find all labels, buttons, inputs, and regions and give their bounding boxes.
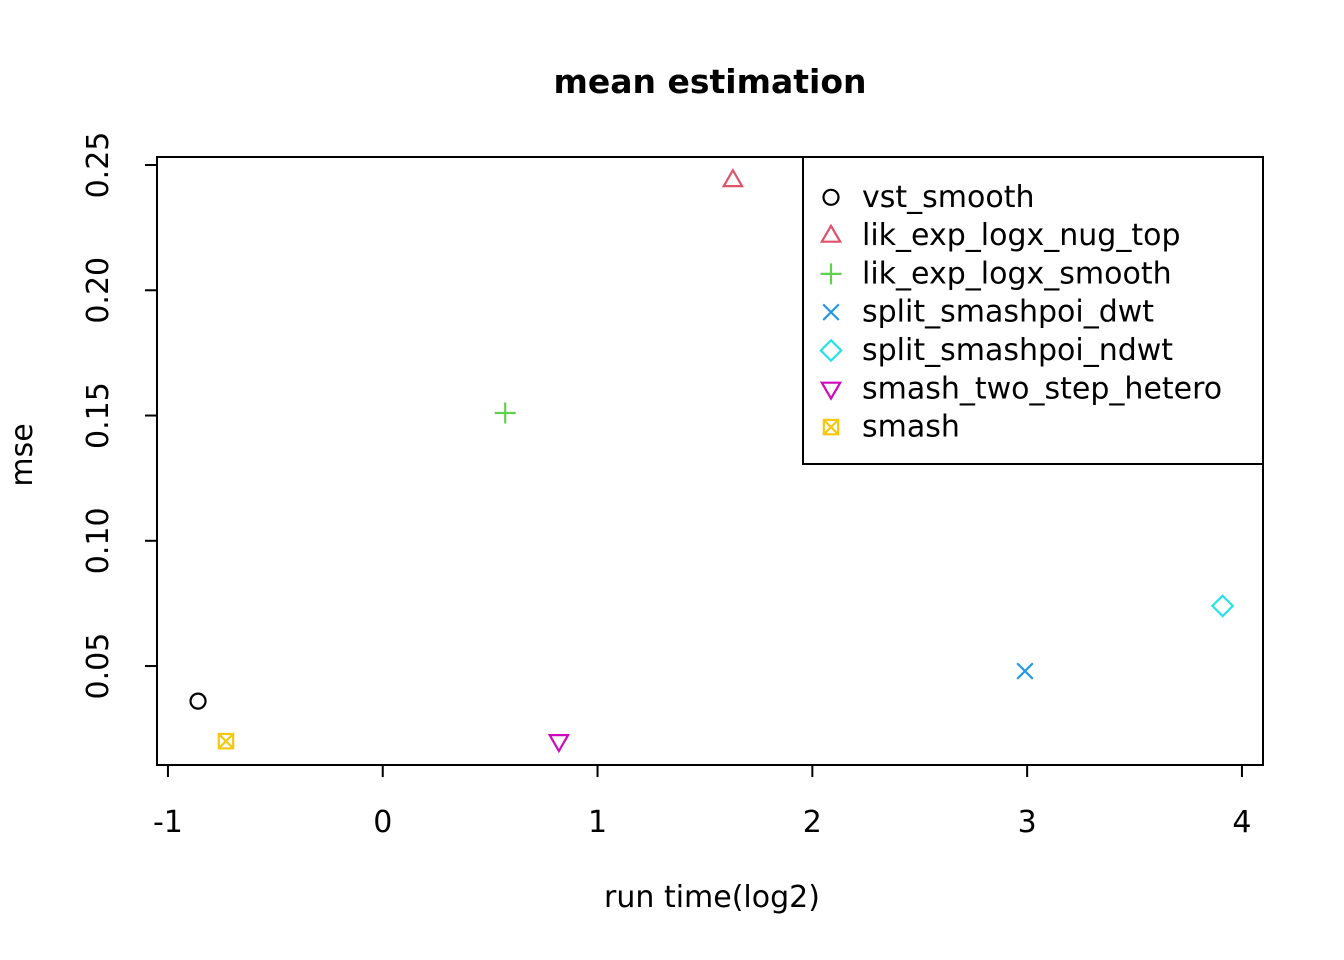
- legend-frame: [802, 156, 1264, 465]
- legend-symbol-split_smashpoi_dwt: [822, 303, 840, 321]
- legend-symbol-vst_smooth: [822, 188, 840, 206]
- y-axis-tick-label: 0.05: [81, 633, 116, 700]
- legend-item-label: lik_exp_logx_smooth: [862, 256, 1172, 291]
- legend-symbol-smash: [822, 418, 840, 436]
- legend-item-label: split_smashpoi_dwt: [862, 295, 1154, 330]
- data-point-smash_two_step_hetero: [547, 734, 570, 754]
- data-point-vst_smooth: [189, 692, 207, 710]
- legend-symbol-lik_exp_logx_nug_top: [819, 223, 843, 243]
- legend: vst_smoothlik_exp_logx_nug_toplik_exp_lo…: [802, 156, 1264, 465]
- x-axis-tick-label: 1: [588, 805, 607, 840]
- x-axis-tick-label: 0: [373, 805, 392, 840]
- y-axis-tick-label: 0.15: [81, 382, 116, 449]
- y-axis-title: mse: [5, 423, 40, 486]
- legend-item-label: split_smashpoi_ndwt: [862, 333, 1173, 368]
- legend-item: split_smashpoi_dwt: [822, 295, 1154, 330]
- legend-item: lik_exp_logx_nug_top: [819, 218, 1181, 253]
- data-point-lik_exp_logx_smooth: [494, 402, 516, 424]
- legend-symbol-smash_two_step_hetero: [819, 381, 843, 401]
- legend-item-label: lik_exp_logx_nug_top: [862, 218, 1181, 253]
- data-points-layer: [189, 168, 1235, 754]
- x-axis-tick-label: 2: [803, 805, 822, 840]
- legend-item-label: smash_two_step_hetero: [862, 371, 1222, 406]
- y-axis-tick-label: 0.10: [81, 507, 116, 574]
- legend-item: smash: [822, 410, 960, 445]
- chart-title: mean estimation: [553, 62, 866, 101]
- data-point-split_smashpoi_ndwt: [1210, 594, 1235, 618]
- y-axis-tick-label: 0.20: [81, 257, 116, 324]
- legend-symbol-lik_exp_logx_smooth: [820, 263, 842, 285]
- x-axis-tick-label: 3: [1018, 805, 1037, 840]
- axes-layer: -1 0 1 2 3 4 0.05 0.10 0.15 0.20 0.25: [81, 132, 1251, 840]
- legend-item: lik_exp_logx_smooth: [820, 256, 1172, 291]
- data-point-smash: [217, 732, 235, 750]
- legend-item: smash_two_step_hetero: [819, 371, 1222, 406]
- x-axis-tick-label: 4: [1232, 805, 1251, 840]
- y-axis-tick-label: 0.25: [81, 132, 116, 199]
- legend-symbol-split_smashpoi_ndwt: [819, 338, 843, 363]
- legend-item: vst_smooth: [822, 180, 1035, 215]
- legend-item-label: vst_smooth: [862, 180, 1035, 215]
- x-axis-title: run time(log2): [604, 880, 820, 915]
- x-axis-tick-label: -1: [153, 805, 183, 840]
- legend-item: split_smashpoi_ndwt: [819, 333, 1173, 368]
- legend-item-label: smash: [862, 410, 960, 445]
- data-point-lik_exp_logx_nug_top: [721, 168, 744, 188]
- data-point-split_smashpoi_dwt: [1016, 662, 1034, 680]
